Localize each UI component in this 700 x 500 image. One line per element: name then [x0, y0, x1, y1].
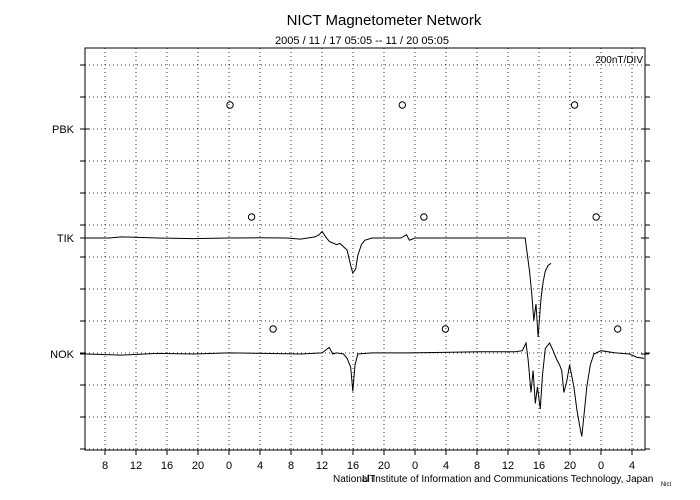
station-label-tik: TIK	[57, 233, 75, 245]
station-label-nok: NOK	[50, 349, 75, 361]
x-tick-label: 8	[474, 460, 480, 472]
noon-marker	[570, 101, 579, 109]
x-tick-label: 0	[226, 460, 232, 472]
x-tick-label: 12	[502, 460, 514, 472]
grid	[80, 48, 650, 450]
noon-marker	[420, 213, 428, 221]
x-axis-label: UT	[362, 474, 375, 485]
x-tick-label: 4	[629, 460, 635, 472]
x-tick-label: 20	[192, 460, 204, 472]
day-markers	[226, 101, 622, 333]
noon-marker	[614, 325, 622, 333]
x-tick-label: 20	[378, 460, 390, 472]
chart-subtitle: 2005 / 11 / 17 05:05 -- 11 / 20 05:05	[275, 35, 449, 47]
trace-tik	[86, 230, 552, 338]
noon-marker	[269, 325, 277, 333]
noon-marker	[226, 101, 234, 109]
trace-nok	[85, 341, 645, 437]
x-tick-label: 8	[288, 460, 294, 472]
x-tick-label: 0	[412, 460, 418, 472]
station-label-pbk: PBK	[52, 124, 75, 136]
x-tick-label: 16	[161, 460, 173, 472]
x-tick-label: 4	[257, 460, 263, 472]
noon-marker	[247, 213, 256, 221]
x-tick-label: 0	[598, 460, 604, 472]
x-tick-label: 8	[102, 460, 108, 472]
x-axis-ticks: 8 12 16 20 0 4 8 12 16 20 0 4 8 12 16 20 0 4	[102, 450, 635, 472]
x-tick-label: 16	[347, 460, 359, 472]
footer-credit: National Institute of Information and Co…	[333, 474, 653, 485]
x-tick-label: 12	[130, 460, 142, 472]
x-tick-label: 12	[316, 460, 328, 472]
x-tick-label: 20	[564, 460, 576, 472]
noon-marker	[398, 101, 406, 109]
noon-marker	[592, 213, 600, 221]
scale-label: 200nT/DIV	[595, 55, 643, 66]
data-traces	[85, 230, 645, 437]
x-tick-label: 4	[443, 460, 449, 472]
noon-marker	[441, 325, 450, 333]
small-mark: Nict	[661, 482, 672, 488]
station-labels: PBK TIK NOK	[50, 124, 649, 361]
x-tick-label: 16	[533, 460, 545, 472]
plot-frame	[84, 47, 646, 451]
chart-title: NICT Magnetometer Network	[287, 12, 482, 29]
